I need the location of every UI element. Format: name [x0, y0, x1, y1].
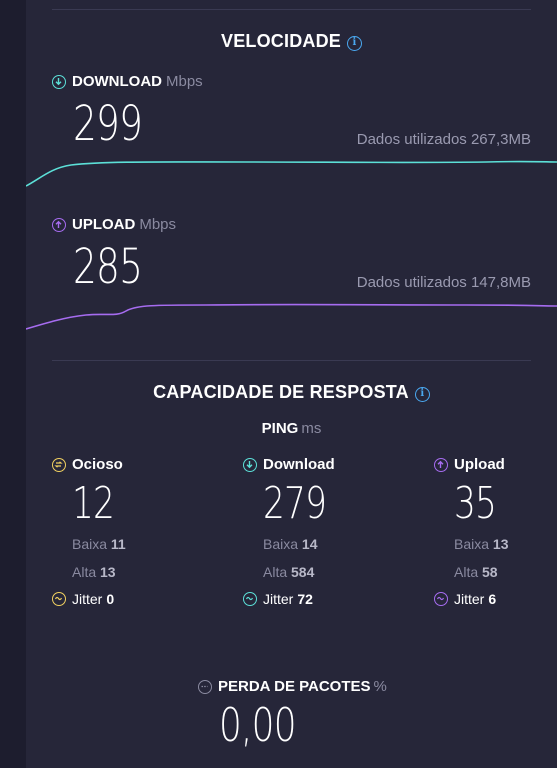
upload-jitter-value: 6	[488, 591, 497, 607]
upload-speed-graph	[26, 303, 557, 330]
ping-upload-column: Upload 35 Baixa 13 Alta 58 Jitter 6	[434, 456, 509, 607]
ping-label: PING ms	[26, 420, 557, 437]
idle-high: Alta 13	[72, 564, 116, 580]
middle-divider	[52, 360, 531, 361]
download-unit: Mbps	[166, 73, 203, 90]
upload-low: Baixa 13	[454, 536, 509, 552]
packet-loss-icon	[198, 679, 212, 694]
upload-low-value: 13	[492, 536, 509, 552]
ping-idle-column: Ocioso 12 Baixa 11 Alta 13 Jitter 0	[52, 456, 126, 607]
packet-loss-value: 0,00	[219, 698, 297, 752]
ping-unit: ms	[301, 420, 322, 437]
upload-high-value: 58	[482, 564, 498, 580]
idle-high-value: 13	[100, 564, 116, 580]
download-label: DOWNLOAD	[72, 73, 162, 90]
idle-low-label: Baixa	[72, 536, 108, 552]
ping-download-column: Download 279 Baixa 14 Alta 584 Jitter 72	[243, 456, 335, 607]
download-high: Alta 584	[263, 564, 314, 580]
idle-jitter-label: Jitter	[72, 591, 103, 607]
upload-header: UPLOAD Mbps	[52, 216, 176, 233]
upload-speed-value: 285	[73, 239, 143, 295]
upload-jitter-label: Jitter	[454, 591, 485, 607]
idle-label: Ocioso	[72, 456, 123, 473]
download-jitter-label: Jitter	[263, 591, 294, 607]
download-jitter: Jitter 72	[243, 591, 313, 607]
packet-loss-unit: %	[373, 678, 387, 695]
download-header: DOWNLOAD Mbps	[52, 73, 203, 90]
responsiveness-section-title: CAPACIDADE DE RESPOSTA i	[26, 382, 557, 403]
download-speed-graph	[26, 160, 557, 187]
info-icon[interactable]: i	[414, 387, 430, 402]
speed-section-title: VELOCIDADE i	[26, 31, 557, 52]
download-low-value: 14	[301, 536, 318, 552]
upload-ping-label: Upload	[454, 456, 505, 473]
idle-jitter-value: 0	[106, 591, 115, 607]
idle-circle-icon	[52, 457, 66, 472]
idle-low: Baixa 11	[72, 536, 126, 552]
download-data-used: Dados utilizados 267,3MB	[356, 131, 531, 148]
upload-data-used: Dados utilizados 147,8MB	[356, 274, 531, 291]
upload-label: UPLOAD	[72, 216, 136, 233]
download-low: Baixa 14	[263, 536, 318, 552]
upload-low-label: Baixa	[454, 536, 490, 552]
responsiveness-title-text: CAPACIDADE DE RESPOSTA	[153, 382, 409, 402]
top-divider	[52, 9, 531, 10]
upload-high: Alta 58	[454, 564, 498, 580]
packet-loss-label: PERDA DE PACOTES	[218, 678, 371, 695]
download-low-label: Baixa	[263, 536, 299, 552]
download-ping-label: Download	[263, 456, 335, 473]
upload-high-label: Alta	[454, 564, 479, 580]
arrow-up-circle-icon	[52, 217, 66, 232]
wave-circle-icon	[52, 592, 66, 606]
arrow-down-circle-icon	[243, 457, 257, 472]
wave-circle-icon	[434, 592, 448, 606]
wave-circle-icon	[243, 592, 257, 606]
upload-ping-value: 35	[454, 478, 497, 529]
download-speed-value: 299	[73, 96, 143, 152]
idle-low-value: 11	[110, 536, 126, 552]
download-jitter-value: 72	[297, 591, 313, 607]
arrow-up-circle-icon	[434, 457, 448, 472]
arrow-down-circle-icon	[52, 74, 66, 89]
speed-title-text: VELOCIDADE	[220, 31, 341, 51]
idle-ping-value: 12	[72, 478, 115, 529]
idle-high-label: Alta	[72, 564, 97, 580]
info-icon[interactable]: i	[347, 36, 362, 51]
results-panel	[26, 0, 557, 768]
packet-loss-header: PERDA DE PACOTES %	[198, 678, 387, 695]
ping-label-text: PING	[261, 420, 299, 437]
idle-jitter: Jitter 0	[52, 591, 114, 607]
download-high-label: Alta	[263, 564, 288, 580]
upload-unit: Mbps	[139, 216, 177, 233]
download-high-value: 584	[291, 564, 315, 580]
download-ping-value: 279	[263, 478, 327, 529]
upload-jitter: Jitter 6	[434, 591, 496, 607]
